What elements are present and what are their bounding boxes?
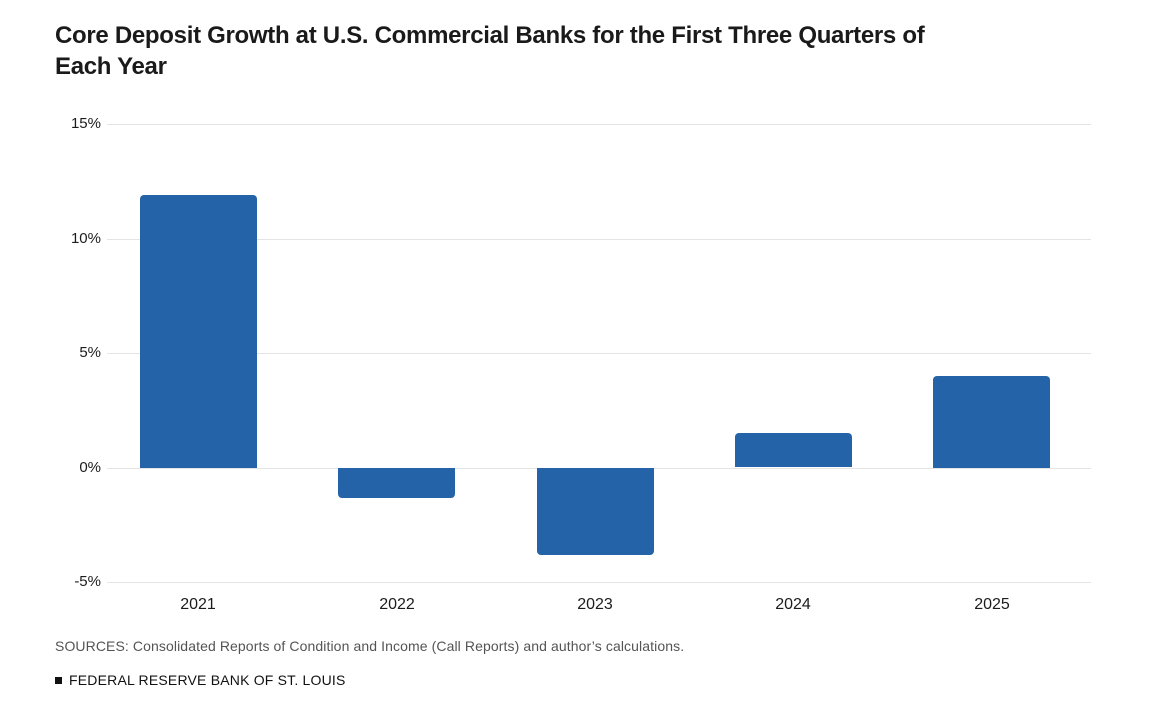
y-axis-tick-label: 10% <box>70 230 101 247</box>
branding-text: FEDERAL RESERVE BANK OF ST. LOUIS <box>69 672 346 688</box>
bar-2023[interactable] <box>537 468 654 555</box>
gridline-5% <box>107 353 1091 354</box>
chart-title: Core Deposit Growth at U.S. Commercial B… <box>55 20 1015 82</box>
y-axis-tick-label: 0% <box>79 459 101 476</box>
bar-2021[interactable] <box>140 195 257 468</box>
x-axis-tick-label: 2023 <box>577 596 613 613</box>
y-axis-tick-label: -5% <box>74 573 101 590</box>
bar-2025[interactable] <box>933 376 1050 468</box>
chart-title-line-2: Each Year <box>55 53 167 80</box>
x-axis-tick-label: 2022 <box>379 596 415 613</box>
gridline-15% <box>107 124 1091 125</box>
chart-title-line-1: Core Deposit Growth at U.S. Commercial B… <box>55 22 925 49</box>
y-axis-tick-label: 15% <box>70 115 101 132</box>
x-axis-tick-label: 2025 <box>974 596 1010 613</box>
x-axis-tick-label: 2024 <box>775 596 811 613</box>
y-axis-tick-label: 5% <box>79 344 101 361</box>
bar-2022[interactable] <box>338 468 455 498</box>
gridline--5% <box>107 582 1091 583</box>
sources-note: SOURCES: Consolidated Reports of Conditi… <box>55 638 685 654</box>
square-bullet-icon <box>55 676 62 684</box>
x-axis-tick-label: 2021 <box>180 596 216 613</box>
bar-2024[interactable] <box>735 433 852 467</box>
branding-footer: FEDERAL RESERVE BANK OF ST. LOUIS <box>55 672 346 688</box>
gridline-10% <box>107 239 1091 240</box>
